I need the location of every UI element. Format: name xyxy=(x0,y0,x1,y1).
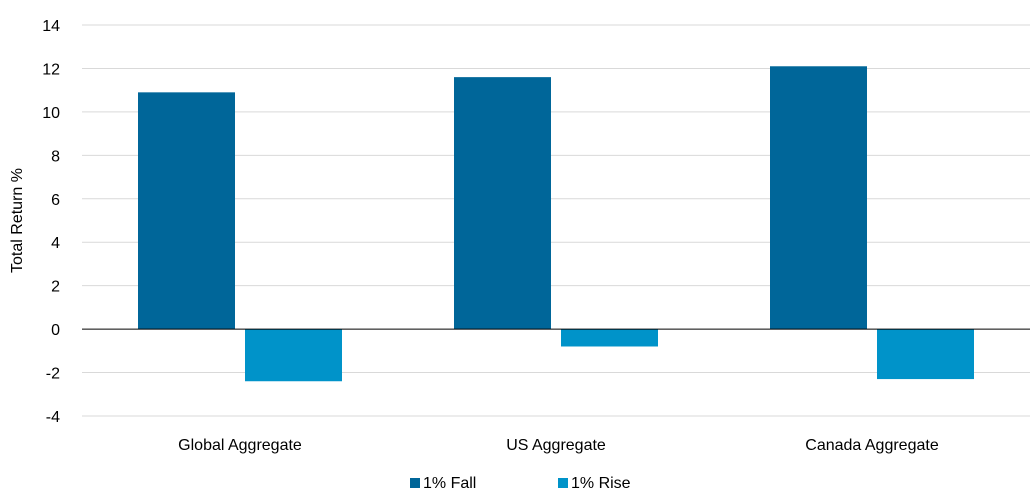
bar xyxy=(245,329,342,382)
y-tick-label: 10 xyxy=(42,105,60,122)
y-tick-label: 8 xyxy=(51,148,60,165)
x-category-label: US Aggregate xyxy=(506,437,606,454)
y-tick-label: 12 xyxy=(42,61,60,78)
bar xyxy=(561,329,658,347)
gridlines xyxy=(82,24,1030,417)
bars xyxy=(138,66,974,382)
legend: 1% Fall 1% Rise xyxy=(410,475,631,492)
y-axis-title: Total Return % xyxy=(9,168,26,273)
bar xyxy=(138,92,235,330)
y-tick-label: -4 xyxy=(46,409,60,426)
x-category-label: Global Aggregate xyxy=(178,437,302,454)
y-tick-label: 6 xyxy=(51,192,60,209)
y-tick-label: 14 xyxy=(42,18,60,35)
bar xyxy=(877,329,974,380)
legend-label: 1% Fall xyxy=(423,475,476,492)
y-tick-label: 4 xyxy=(51,235,60,252)
y-axis-ticks: -4 -2 0 2 4 6 8 10 12 14 xyxy=(42,18,60,426)
x-category-label: Canada Aggregate xyxy=(805,437,939,454)
y-tick-label: 0 xyxy=(51,322,60,339)
bar xyxy=(770,66,867,330)
y-tick-label: -2 xyxy=(46,366,60,383)
bar xyxy=(454,77,551,330)
y-tick-label: 2 xyxy=(51,279,60,296)
legend-swatch xyxy=(558,478,568,488)
legend-label: 1% Rise xyxy=(571,475,631,492)
x-axis-categories: Global Aggregate US Aggregate Canada Aggre… xyxy=(178,437,939,454)
legend-swatch xyxy=(410,478,420,488)
